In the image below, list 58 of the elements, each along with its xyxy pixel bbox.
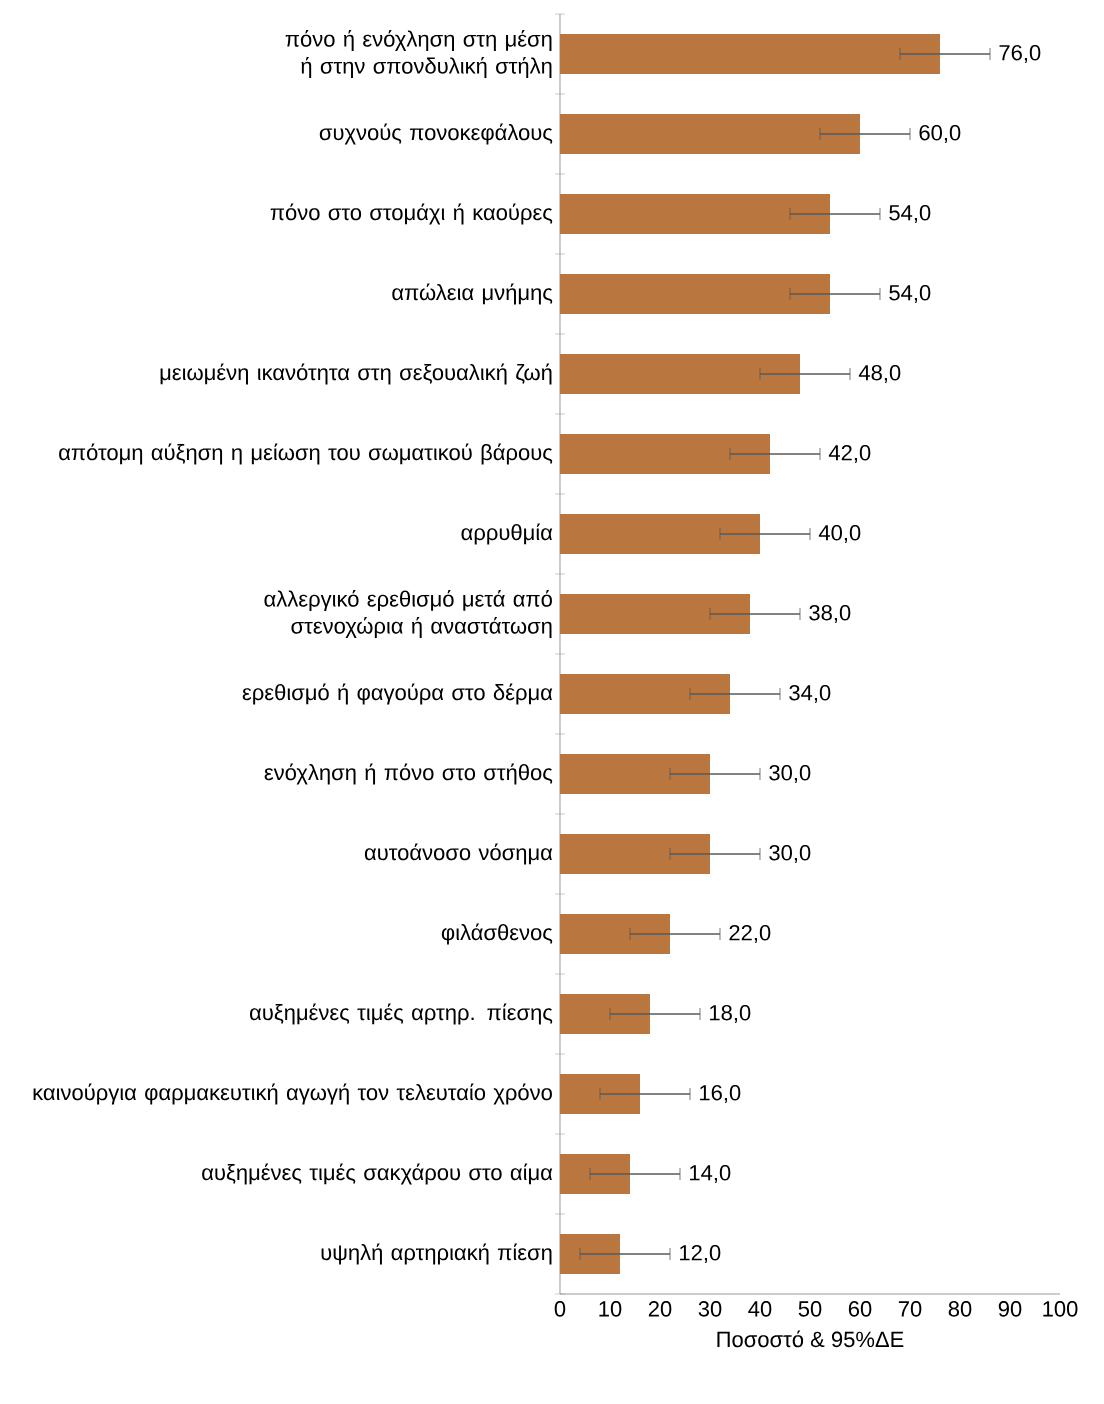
x-tick-label: 50 xyxy=(798,1301,822,1317)
y-tick-label: φιλάσθενος xyxy=(441,923,553,945)
y-tick-label: πόνο στο στομάχι ή καούρες xyxy=(270,203,553,225)
x-axis-title: Ποσοστό & 95%ΔΕ xyxy=(717,1330,904,1348)
x-tick-label: 100 xyxy=(1043,1301,1078,1317)
data-label: 38,0 xyxy=(809,604,851,624)
data-label: 60,0 xyxy=(919,124,961,144)
x-tick-label: 10 xyxy=(599,1301,622,1317)
y-tick-label: μειωμένη ικανότητα στη σεξουαλική ζωή xyxy=(160,363,552,385)
bar xyxy=(559,754,710,794)
bar xyxy=(559,514,760,554)
data-label: 12,0 xyxy=(680,1244,721,1264)
y-tick-label: αυξημένες τιμές σακχάρου στο αίμα xyxy=(202,1163,553,1185)
y-tick-label: καινούργια φαρμακευτική αγωγή τον τελευταίο χρόνο xyxy=(33,1083,552,1105)
y-tick-label: ενόχληση ή πόνο στο στήθος xyxy=(264,763,553,785)
data-label: 22,0 xyxy=(729,924,771,944)
data-label: 48,0 xyxy=(858,364,901,384)
bar xyxy=(559,994,650,1034)
y-tick-label: ερεθισμό ή φαγούρα στο δέρμα xyxy=(242,683,553,705)
y-tick-label: αυτοάνοσο νόσημα xyxy=(364,843,553,865)
y-tick-label: αρρυθμία xyxy=(461,523,553,545)
x-tick-label: 0 xyxy=(554,1301,566,1317)
data-label: 30,0 xyxy=(769,764,811,784)
bar xyxy=(559,433,770,474)
data-label: 14,0 xyxy=(690,1164,731,1184)
x-tick-label: 60 xyxy=(848,1301,872,1317)
bar xyxy=(559,594,750,634)
y-tick-label: αλλεργικό ερεθισμό μετά από στενοχώρια ή αναστάτωση xyxy=(264,589,552,639)
x-tick-label: 30 xyxy=(698,1301,722,1317)
data-label: 54,0 xyxy=(889,284,931,304)
data-label: 40,0 xyxy=(818,524,861,544)
data-label: 16,0 xyxy=(700,1084,741,1104)
bar xyxy=(559,273,830,314)
x-tick-label: 90 xyxy=(998,1301,1022,1317)
x-tick-label: 70 xyxy=(898,1301,922,1317)
bar xyxy=(559,674,730,714)
data-label: 34,0 xyxy=(789,684,831,704)
y-tick-label: συχνούς πονοκεφάλους xyxy=(319,123,553,145)
bar xyxy=(559,33,940,74)
bar xyxy=(559,353,800,394)
bar xyxy=(559,193,830,234)
bar xyxy=(559,1074,640,1114)
y-tick-label: υψηλή αρτηριακή πίεση xyxy=(321,1243,552,1265)
bar xyxy=(559,834,710,874)
data-label: 42,0 xyxy=(828,444,871,464)
y-tick-label: απότομη αύξηση η μείωση του σωματικού βάρους xyxy=(59,443,553,465)
y-tick-label: απώλεια μνήμης xyxy=(392,283,553,305)
x-tick-label: 20 xyxy=(648,1301,672,1317)
data-label: 30,0 xyxy=(769,844,811,864)
x-tick-label: 40 xyxy=(748,1301,772,1317)
y-tick-label: αυξημένες τιμές αρτηρ. πίεσης xyxy=(250,1003,553,1025)
data-label: 54,0 xyxy=(889,204,931,224)
bar xyxy=(559,914,670,954)
data-label: 76,0 xyxy=(999,44,1041,64)
data-label: 18,0 xyxy=(710,1004,751,1024)
y-tick-label: πόνο ή ενόχληση στη μέση ή στην σπονδυλική στήλη xyxy=(285,29,552,79)
x-tick-label: 80 xyxy=(948,1301,972,1317)
bar xyxy=(559,114,860,154)
